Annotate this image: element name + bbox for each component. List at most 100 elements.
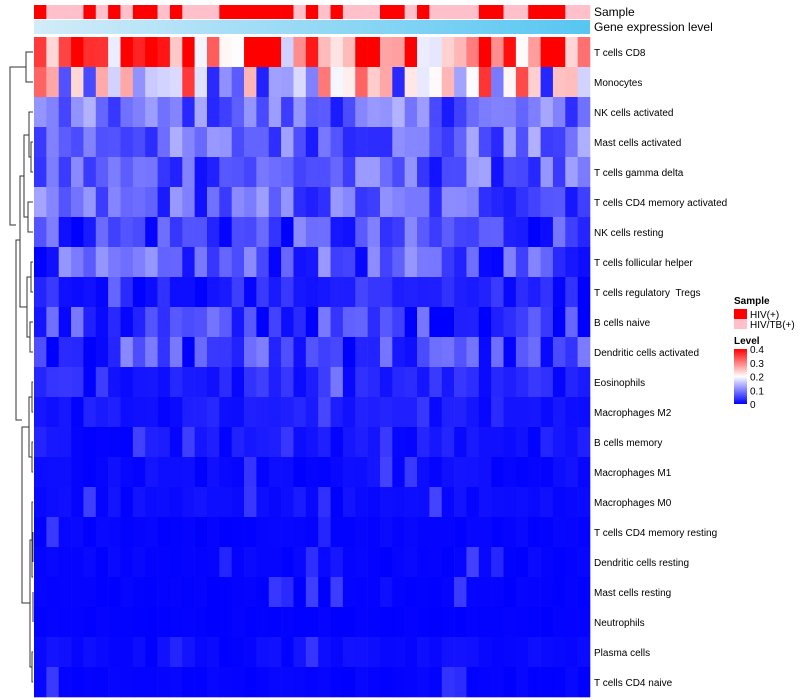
heatmap-cell	[157, 427, 171, 458]
heatmap-cell	[219, 637, 232, 668]
heatmap-cell	[330, 457, 344, 488]
heatmap-cell	[145, 277, 158, 308]
heatmap-cell	[132, 457, 146, 488]
heatmap-cell	[169, 487, 183, 518]
heatmap-cell	[293, 157, 307, 188]
heatmap-cell	[367, 457, 381, 488]
heatmap-cell	[552, 67, 566, 98]
heatmap-cell	[120, 367, 134, 398]
heatmap-cell	[404, 667, 418, 698]
heatmap-cell	[466, 97, 480, 128]
heatmap-cell	[219, 607, 232, 638]
heatmap-cell	[293, 487, 307, 518]
heatmap-cell	[293, 427, 307, 458]
heatmap-cell	[71, 127, 84, 158]
heatmap-cell	[244, 367, 257, 398]
heatmap-cell	[231, 67, 245, 98]
sample-cell	[466, 5, 480, 19]
heatmap-cell	[318, 187, 331, 218]
heatmap-cell	[206, 487, 220, 518]
heatmap-cell	[392, 487, 405, 518]
heatmap-cell	[392, 457, 405, 488]
heatmap-cell	[219, 247, 232, 278]
sample-cell	[157, 5, 171, 19]
heatmap-cell	[145, 337, 158, 368]
heatmap-cell	[515, 97, 529, 128]
heatmap-cell	[108, 217, 121, 248]
heatmap-cell	[367, 187, 381, 218]
heatmap-cell	[95, 547, 109, 578]
heatmap-cell	[182, 37, 195, 68]
heatmap-cell	[528, 487, 541, 518]
heatmap-cell	[132, 547, 146, 578]
heatmap-cell	[404, 247, 418, 278]
heatmap-cell	[528, 397, 541, 428]
heatmap-cell	[379, 487, 393, 518]
heatmap-cell	[330, 97, 344, 128]
heatmap-cell	[108, 487, 121, 518]
heatmap-cell	[565, 337, 578, 368]
heatmap-cell	[528, 157, 541, 188]
heatmap-cell	[528, 67, 541, 98]
heatmap-cell	[342, 547, 356, 578]
sample-cell	[540, 5, 554, 19]
heatmap-cell	[528, 277, 541, 308]
heatmap-cell	[515, 427, 529, 458]
heatmap-cell	[466, 487, 480, 518]
heatmap-cell	[565, 367, 578, 398]
heatmap-cell	[120, 577, 134, 608]
heatmap-cell	[528, 247, 541, 278]
heatmap-cell	[206, 367, 220, 398]
heatmap-cell	[417, 487, 430, 518]
heatmap-cell	[58, 667, 72, 698]
sample-cell	[58, 5, 72, 19]
heatmap-cell	[305, 307, 319, 338]
heatmap-cell	[157, 157, 171, 188]
heatmap-cell	[157, 277, 171, 308]
heatmap-cell	[540, 307, 554, 338]
heatmap-cell	[83, 487, 97, 518]
heatmap-cell	[528, 217, 541, 248]
heatmap-cell	[515, 517, 529, 548]
heatmap-cell	[330, 157, 344, 188]
heatmap-cell	[454, 217, 467, 248]
heatmap-cell	[194, 187, 208, 218]
heatmap-cell	[392, 517, 405, 548]
heatmap-cell	[157, 337, 171, 368]
heatmap-cell	[244, 187, 257, 218]
heatmap-cell	[293, 337, 307, 368]
heatmap-cell	[404, 457, 418, 488]
sample-cell	[34, 5, 47, 19]
heatmap-cell	[478, 337, 492, 368]
heatmap-cell	[71, 397, 84, 428]
heatmap-cell	[71, 367, 84, 398]
heatmap-cell	[441, 307, 455, 338]
heatmap-cell	[95, 607, 109, 638]
heatmap-cell	[281, 457, 294, 488]
heatmap-cell	[182, 547, 195, 578]
heatmap-cell	[552, 337, 566, 368]
heatmap-cell	[491, 487, 504, 518]
heatmap-cell	[95, 487, 109, 518]
heatmap-cell	[256, 637, 270, 668]
heatmap-cell	[34, 667, 47, 698]
heatmap-cell	[46, 97, 60, 128]
heatmap-cell	[157, 37, 171, 68]
heatmap-cell	[503, 187, 517, 218]
heatmap-cell	[231, 607, 245, 638]
heatmap-cell	[454, 457, 467, 488]
heatmap-cell	[58, 217, 72, 248]
heatmap-cell	[454, 487, 467, 518]
heatmap-cell	[355, 337, 368, 368]
heatmap-cell	[454, 157, 467, 188]
heatmap-cell	[58, 517, 72, 548]
heatmap-cell	[441, 217, 455, 248]
row-label: T cells CD4 memory activated	[594, 198, 727, 209]
heatmap-cell	[367, 367, 381, 398]
heatmap-cell	[108, 607, 121, 638]
heatmap-cell	[355, 637, 368, 668]
heatmap-cell	[552, 457, 566, 488]
heatmap-cell	[466, 607, 480, 638]
heatmap-cell	[355, 307, 368, 338]
heatmap-cell	[417, 367, 430, 398]
